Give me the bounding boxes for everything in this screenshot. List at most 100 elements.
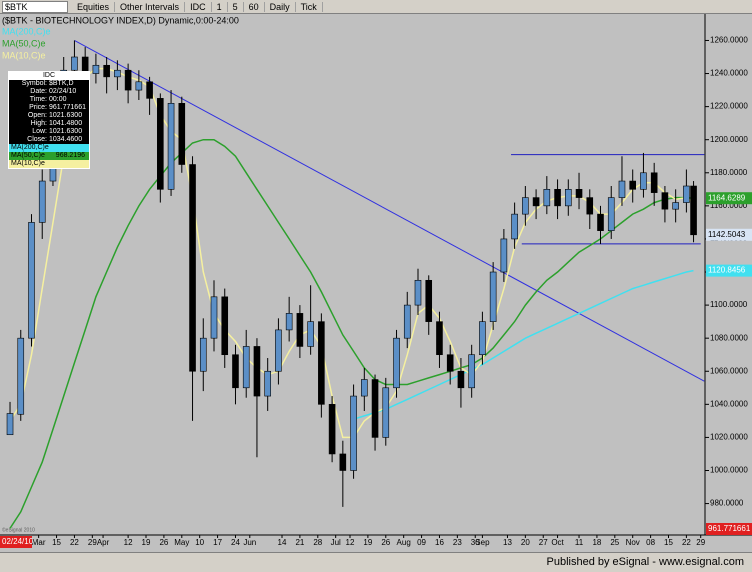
price-label-box bbox=[706, 192, 752, 205]
data-row: Low: 1021.6300 bbox=[9, 128, 89, 136]
y-tick-label: 1200.0000 bbox=[710, 135, 748, 144]
price-label-box bbox=[706, 228, 752, 241]
symbol-box[interactable]: $BTK bbox=[2, 0, 68, 13]
ma-name: MA(200,C)e bbox=[11, 144, 49, 151]
candle-body bbox=[157, 98, 164, 190]
toolbar-item[interactable]: 1 bbox=[212, 1, 228, 12]
candle-body bbox=[425, 279, 433, 322]
candle-body bbox=[597, 213, 604, 231]
data-value: 02/24/10 bbox=[49, 88, 77, 95]
data-key: Symbol: bbox=[21, 80, 47, 87]
y-tick-label: 1040.0000 bbox=[710, 399, 748, 408]
x-tick-label: 29 bbox=[88, 538, 97, 547]
x-tick-label: Nov bbox=[626, 538, 640, 547]
x-tick-label: 18 bbox=[592, 538, 601, 547]
candle-body bbox=[672, 202, 679, 210]
x-tick-label: 19 bbox=[363, 538, 372, 547]
data-key: Close: bbox=[27, 136, 47, 143]
toolbar-item[interactable]: Tick bbox=[296, 1, 323, 12]
x-tick-label: 27 bbox=[539, 538, 548, 547]
data-key: Price: bbox=[29, 104, 47, 111]
x-tick-label: Apr bbox=[97, 538, 110, 547]
candle-body bbox=[690, 185, 697, 236]
toolbar: $BTK Equities Other Intervals IDC 1 5 60 Daily… bbox=[0, 0, 752, 14]
price-label-box bbox=[706, 523, 752, 535]
candle-body bbox=[629, 180, 637, 190]
data-row: High: 1041.4800 bbox=[9, 120, 89, 128]
candle-body bbox=[554, 189, 561, 207]
candle-body bbox=[683, 185, 690, 203]
y-tick-label: 1240.0000 bbox=[710, 69, 748, 78]
x-tick-label: 08 bbox=[646, 538, 655, 547]
x-tick-label: 15 bbox=[664, 538, 673, 547]
candle-body bbox=[339, 453, 347, 471]
toolbar-item[interactable]: Equities bbox=[72, 1, 116, 12]
x-tick-label: 09 bbox=[417, 538, 426, 547]
legend-entry: MA(200,C)e bbox=[2, 26, 51, 36]
x-tick-label: Jun bbox=[243, 538, 256, 547]
candle-body bbox=[232, 354, 239, 389]
x-tick-label: Jul bbox=[331, 538, 341, 547]
chart: ($BTK - BIOTECHNOLOGY INDEX,D) Dynamic,0… bbox=[0, 14, 752, 548]
candle-body bbox=[221, 296, 229, 356]
legend-entry: MA(10,C)e bbox=[2, 50, 46, 60]
y-tick-label: 1020.0000 bbox=[710, 433, 748, 442]
x-tick-label: 13 bbox=[503, 538, 512, 547]
legend-entry: MA(50,C)e bbox=[2, 38, 46, 48]
data-value: 1041.4800 bbox=[49, 120, 83, 127]
candle-body bbox=[361, 379, 368, 397]
x-tick-label: 28 bbox=[313, 538, 322, 547]
candle-body bbox=[114, 69, 121, 78]
candle-body bbox=[71, 56, 78, 71]
ma-value: 968.2196 bbox=[55, 152, 85, 159]
y-tick-label: 1100.0000 bbox=[710, 300, 748, 309]
x-tick-label: 10 bbox=[195, 538, 204, 547]
x-tick-label: 21 bbox=[295, 538, 304, 547]
ma-line bbox=[9, 138, 694, 529]
candle-body bbox=[436, 321, 443, 356]
footer: Published by eSignal - www.esignal.com bbox=[0, 552, 752, 572]
x-tick-label: 26 bbox=[159, 538, 168, 547]
y-tick-label: 1160.0000 bbox=[710, 201, 748, 210]
candle-body bbox=[564, 189, 572, 207]
ma-row: MA(10,C)e bbox=[9, 160, 89, 168]
candle-body bbox=[189, 164, 196, 372]
candle-body bbox=[242, 346, 250, 389]
y-tick-label: 980.0000 bbox=[710, 499, 744, 508]
x-tick-label: 17 bbox=[213, 538, 222, 547]
candle-body bbox=[328, 404, 336, 455]
candle-body bbox=[382, 387, 390, 438]
data-value: 961.771661 bbox=[49, 104, 86, 111]
candle-body bbox=[124, 69, 132, 91]
candle-body bbox=[393, 337, 400, 389]
candle-body bbox=[403, 304, 411, 339]
x-tick-label: 22 bbox=[682, 538, 691, 547]
ma-row: MA(200,C)e bbox=[9, 144, 89, 152]
candle-body bbox=[650, 172, 658, 193]
candle-body bbox=[607, 197, 615, 231]
data-value: 00:00 bbox=[49, 96, 67, 103]
chart-title: ($BTK - BIOTECHNOLOGY INDEX,D) Dynamic,0… bbox=[2, 15, 239, 25]
toolbar-item[interactable]: 5 bbox=[228, 1, 244, 12]
y-tick-label: 1060.0000 bbox=[710, 366, 748, 375]
candle-body bbox=[489, 271, 497, 322]
candle-body bbox=[146, 81, 153, 99]
data-key: Date: bbox=[30, 88, 47, 95]
candle-body bbox=[371, 379, 379, 438]
candle-body bbox=[350, 395, 357, 471]
data-value: 1034.4600 bbox=[49, 136, 83, 143]
toolbar-item[interactable]: Daily bbox=[265, 1, 296, 12]
x-tick-label: 14 bbox=[278, 538, 287, 547]
candle-body bbox=[28, 222, 35, 339]
x-tick-label: 12 bbox=[124, 538, 133, 547]
toolbar-item[interactable]: Other Intervals bbox=[115, 1, 186, 12]
toolbar-item[interactable]: 60 bbox=[244, 1, 265, 12]
ma-name: MA(10,C)e bbox=[11, 160, 45, 167]
x-tick-label: 24 bbox=[231, 538, 240, 547]
toolbar-item[interactable]: IDC bbox=[185, 1, 212, 12]
data-row: Price: 961.771661 bbox=[9, 104, 89, 112]
candle-body bbox=[661, 192, 669, 210]
candle-body bbox=[285, 313, 293, 331]
x-tick-label: 15 bbox=[52, 538, 61, 547]
